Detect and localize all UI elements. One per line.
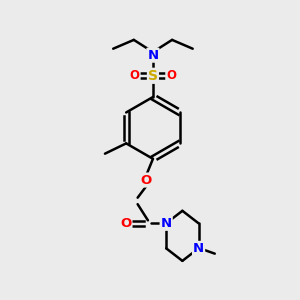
Text: O: O — [120, 217, 131, 230]
Text: N: N — [147, 49, 158, 62]
Text: O: O — [130, 69, 140, 82]
Text: N: N — [160, 217, 172, 230]
Text: N: N — [193, 242, 204, 255]
Text: O: O — [166, 69, 176, 82]
Text: S: S — [148, 69, 158, 83]
Text: O: O — [141, 173, 152, 187]
